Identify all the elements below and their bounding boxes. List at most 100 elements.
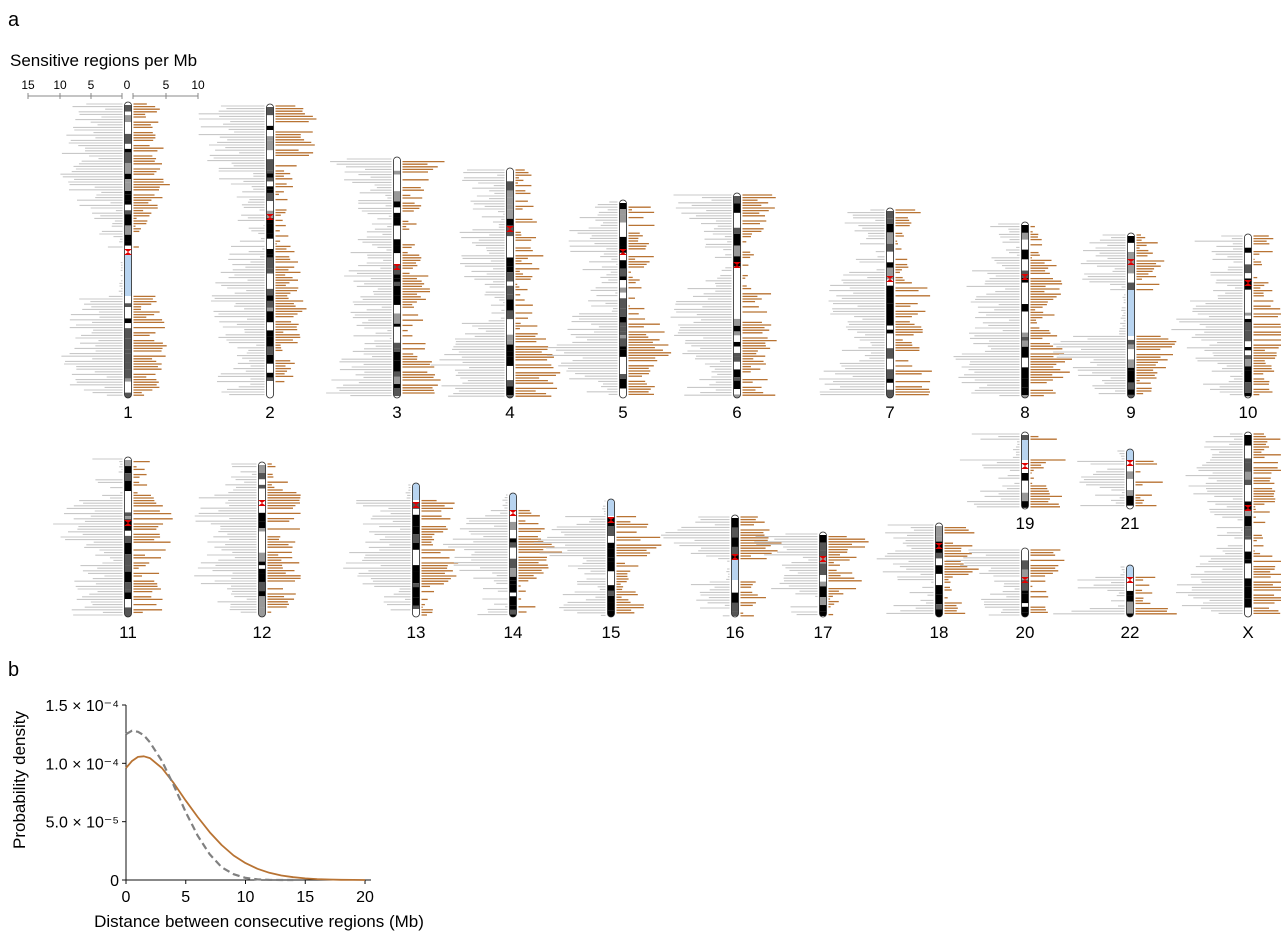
cytoband (124, 530, 132, 536)
cytoband (393, 174, 401, 186)
cytoband (124, 516, 132, 520)
cytoband (1021, 560, 1029, 570)
cytoband (1244, 318, 1252, 323)
cytoband (1126, 490, 1134, 496)
cytoband (412, 597, 420, 606)
cytoband (124, 173, 132, 180)
heterochromatin-region (731, 560, 739, 580)
cytoband (1127, 251, 1135, 260)
cytoband (266, 300, 274, 308)
cytoband (619, 388, 627, 395)
cytoband (619, 222, 627, 234)
cytoband (1244, 382, 1252, 393)
cytoband (886, 267, 894, 280)
chromosome-body (731, 515, 739, 617)
cytoband (124, 194, 132, 201)
cytoband (935, 552, 943, 559)
cytoband (124, 148, 132, 153)
centromere-marker (731, 554, 739, 560)
cytoband (124, 381, 132, 393)
chromosome-outline (1021, 431, 1029, 510)
cytoband (733, 196, 741, 204)
cytoband (619, 326, 627, 332)
cytoband (412, 508, 420, 515)
cytoband (124, 480, 132, 492)
cytoband (393, 160, 401, 171)
cytoband (1126, 585, 1134, 591)
chromosome-outline (258, 461, 266, 618)
cytoband (124, 589, 132, 593)
cytoband (886, 218, 894, 224)
centromere-marker (1126, 460, 1134, 466)
cytoband (258, 512, 266, 522)
cytoband (1244, 509, 1252, 517)
cytoband (619, 316, 627, 323)
x-tick-label: 0 (122, 889, 131, 906)
chromosome-label: 20 (1016, 623, 1035, 642)
cytoband (258, 536, 266, 542)
cytoband (412, 571, 420, 584)
chromosome-outline (1244, 233, 1252, 399)
cytoband (393, 286, 401, 296)
chromosome-2 (198, 103, 317, 399)
cytoband (1127, 394, 1135, 398)
cytoband (1021, 593, 1029, 604)
cytoband (509, 542, 517, 548)
cytoband (506, 263, 514, 267)
cytoband (619, 276, 627, 281)
cytoband (509, 515, 517, 522)
cytoband (619, 322, 627, 327)
chromosome-20 (946, 547, 1065, 618)
cytoband (733, 203, 741, 213)
cytoband (1021, 282, 1029, 293)
cytoband (886, 297, 894, 304)
chromosome-label: 3 (392, 403, 401, 422)
cytoband (1021, 346, 1029, 358)
centromere-marker (266, 214, 274, 220)
cytoband (266, 377, 274, 382)
cytoband (124, 338, 132, 350)
cytoband (258, 573, 266, 582)
cytoband (506, 181, 514, 191)
cytoband (619, 287, 627, 293)
cytoband (258, 472, 266, 480)
cytoband (393, 323, 401, 327)
cytoband (607, 602, 615, 611)
cytoband (412, 587, 420, 598)
cytoband (1244, 458, 1252, 463)
cytoband (733, 256, 741, 267)
chromosome-label: 5 (618, 403, 627, 422)
cytoband (619, 214, 627, 223)
cytoband (506, 285, 514, 295)
cytoband (506, 272, 514, 282)
cytoband (607, 536, 615, 543)
cytoband (1244, 273, 1252, 279)
x-tick-label: 15 (296, 889, 314, 906)
cytoband (1021, 612, 1029, 617)
cytoband (819, 535, 827, 543)
cytoband (886, 378, 894, 383)
cytoband (1244, 586, 1252, 599)
cytoband (935, 536, 943, 542)
cytoband (1127, 282, 1135, 291)
chromosome-body (258, 462, 266, 617)
cytoband (266, 107, 274, 116)
cytoband (393, 360, 401, 372)
cytoband (124, 592, 132, 600)
cytoband (886, 255, 894, 263)
cytoband (886, 333, 894, 346)
chromosome-3 (326, 156, 445, 399)
cytoband (1244, 471, 1252, 480)
cytoband (619, 331, 627, 336)
chromosome-outline (607, 498, 615, 618)
cytoband (124, 241, 132, 246)
cytoband (1021, 332, 1029, 337)
cytoband (509, 580, 517, 585)
cytoband (506, 319, 514, 326)
heterochromatin-region (1126, 565, 1134, 577)
cytoband (1244, 252, 1252, 265)
cytoband (1021, 292, 1029, 305)
cytoband (124, 491, 132, 503)
cytoband (393, 191, 401, 202)
